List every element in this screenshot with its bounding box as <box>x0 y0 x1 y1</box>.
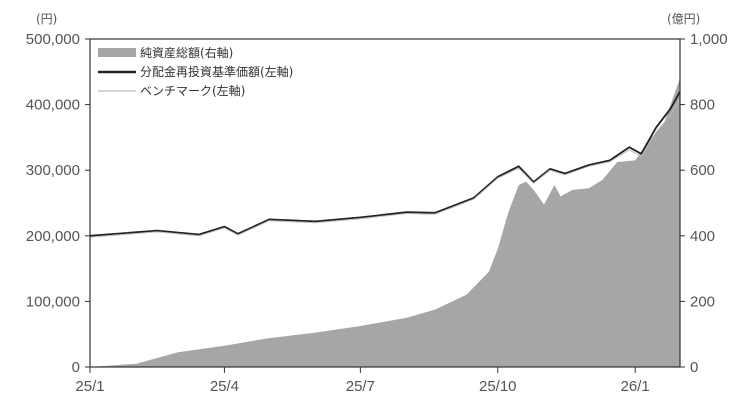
y-left-tick-label: 0 <box>72 359 80 376</box>
legend-label-net-assets: 純資産総額(右軸) <box>140 45 233 60</box>
legend-label-benchmark: ベンチマーク(左軸) <box>140 83 245 98</box>
y-left-tick-label: 100,000 <box>26 293 80 310</box>
y-left-tick-label: 300,000 <box>26 162 80 179</box>
net-assets-area-layer <box>90 78 680 368</box>
series-area-net-assets <box>90 78 680 368</box>
series-line-benchmark <box>89 99 681 238</box>
legend-swatch-net-assets <box>98 48 136 57</box>
x-tick-label: 26/1 <box>621 378 650 395</box>
x-tick-label: 25/7 <box>346 378 375 395</box>
y-right-tick-label: 800 <box>690 97 715 114</box>
y-right-tick-label: 0 <box>690 359 698 376</box>
y-left-tick-label: 400,000 <box>26 97 80 114</box>
x-tick-label: 25/1 <box>75 378 104 395</box>
y-right-tick-label: 200 <box>690 293 715 310</box>
legend: 純資産総額(右軸) 分配金再投資基準価額(左軸) ベンチマーク(左軸) <box>98 45 293 98</box>
y-right-ticks: 1,000 800 600 400 200 0 <box>680 31 728 376</box>
y-left-tick-label: 500,000 <box>26 31 80 48</box>
legend-label-nav: 分配金再投資基準価額(左軸) <box>140 64 293 79</box>
x-tick-label: 25/10 <box>479 378 517 395</box>
y-left-ticks: 500,000 400,000 300,000 200,000 100,000 0 <box>26 31 90 376</box>
y-right-tick-label: 1,000 <box>690 31 728 48</box>
y-right-tick-label: 600 <box>690 162 715 179</box>
y-left-tick-label: 200,000 <box>26 228 80 245</box>
plot-frame <box>89 38 681 368</box>
y-right-tick-label: 400 <box>690 228 715 245</box>
series-line-nav <box>89 91 681 237</box>
x-ticks: 25/1 25/4 25/7 25/10 26/1 <box>75 367 650 395</box>
x-tick-label: 25/4 <box>210 378 239 395</box>
y-right-unit: (億円) <box>667 12 700 26</box>
lines-layer <box>89 91 681 238</box>
y-left-unit: (円) <box>36 12 57 26</box>
